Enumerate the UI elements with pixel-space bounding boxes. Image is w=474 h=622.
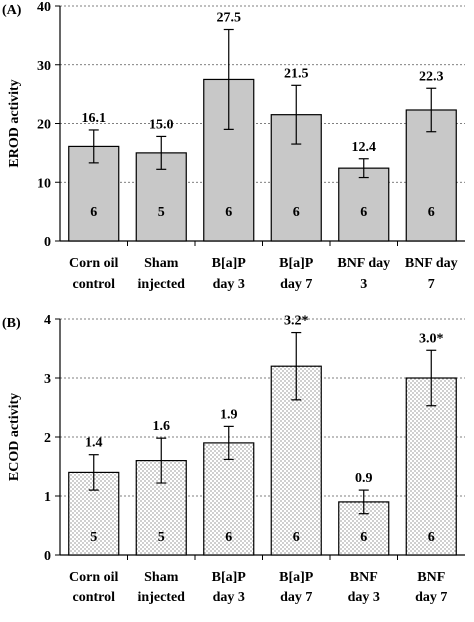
n-label-b-2: 6 <box>225 530 232 545</box>
n-label-b-0: 5 <box>90 530 97 545</box>
n-label-a-3: 6 <box>293 205 300 220</box>
category-label-a-5-line1: BNF day <box>405 256 458 271</box>
n-label-a-4: 6 <box>360 205 367 220</box>
category-label-b-2-line1: B[a]P <box>212 570 247 585</box>
value-label-a-0: 16.1 <box>82 111 107 126</box>
bar-a-4 <box>338 167 390 242</box>
value-label-a-5: 22.3 <box>419 69 444 84</box>
category-label-a-4-line2: 3 <box>360 277 367 292</box>
panel-label-a: (A) <box>2 3 22 18</box>
value-label-b-3: 3.2* <box>284 314 309 329</box>
category-label-b-3-line1: B[a]P <box>279 570 314 585</box>
bar-b-5 <box>405 377 457 556</box>
category-label-a-2-line1: B[a]P <box>212 256 247 271</box>
category-label-b-1-line2: injected <box>138 590 186 605</box>
ytick-label-b-2: 2 <box>44 431 51 446</box>
ytick-label-a-0: 0 <box>44 235 51 250</box>
category-label-b-3-line2: day 7 <box>280 590 312 605</box>
category-label-b-4-line2: day 3 <box>348 590 380 605</box>
category-label-a-1-line1: Sham <box>144 256 179 271</box>
category-label-a-1-line2: injected <box>138 277 186 292</box>
ytick-label-a-3: 30 <box>37 59 51 74</box>
ytick-label-a-4: 40 <box>37 0 51 15</box>
ytick-label-b-0: 0 <box>44 549 51 564</box>
category-label-b-5-line2: day 7 <box>415 590 447 605</box>
ytick-label-b-3: 3 <box>44 372 51 387</box>
category-label-b-5-line1: BNF <box>417 570 445 585</box>
category-label-b-0-line1: Corn oil <box>69 570 119 585</box>
category-label-a-4-line1: BNF day <box>337 256 390 271</box>
ytick-label-b-4: 4 <box>44 313 51 328</box>
ytick-label-b-1: 1 <box>44 490 51 505</box>
category-label-a-3-line1: B[a]P <box>279 256 314 271</box>
y-axis-label-b: ECOD activity <box>7 393 22 481</box>
value-label-b-4: 0.9 <box>355 471 373 486</box>
value-label-a-2: 27.5 <box>217 11 242 26</box>
n-label-a-0: 6 <box>90 205 97 220</box>
category-label-a-5-line2: 7 <box>428 277 435 292</box>
y-axis-label-a: EROD activity <box>7 79 22 167</box>
value-label-a-4: 12.4 <box>352 140 377 155</box>
n-label-a-2: 6 <box>225 205 232 220</box>
ytick-label-a-1: 10 <box>37 176 51 191</box>
n-label-a-5: 6 <box>428 205 435 220</box>
value-label-b-5: 3.0* <box>419 331 444 346</box>
panel-label-b: (B) <box>2 316 21 331</box>
value-label-b-0: 1.4 <box>85 436 103 451</box>
category-label-a-2-line2: day 3 <box>213 277 245 292</box>
bar-b-2 <box>203 442 255 556</box>
n-label-b-1: 5 <box>158 530 165 545</box>
n-label-b-5: 6 <box>428 530 435 545</box>
value-label-b-1: 1.6 <box>153 419 171 434</box>
n-label-b-3: 6 <box>293 530 300 545</box>
value-label-b-2: 1.9 <box>220 407 238 422</box>
value-label-a-3: 21.5 <box>284 66 309 81</box>
n-label-a-1: 5 <box>158 205 165 220</box>
category-label-b-2-line2: day 3 <box>213 590 245 605</box>
category-label-a-0-line1: Corn oil <box>69 256 119 271</box>
category-label-b-0-line2: control <box>72 590 115 605</box>
category-label-b-1-line1: Sham <box>144 570 179 585</box>
category-label-b-4-line1: BNF <box>350 570 378 585</box>
category-label-a-3-line2: day 7 <box>280 277 312 292</box>
n-label-b-4: 6 <box>360 530 367 545</box>
category-label-a-0-line2: control <box>72 277 115 292</box>
value-label-a-1: 15.0 <box>149 117 174 132</box>
ytick-label-a-2: 20 <box>37 118 51 133</box>
